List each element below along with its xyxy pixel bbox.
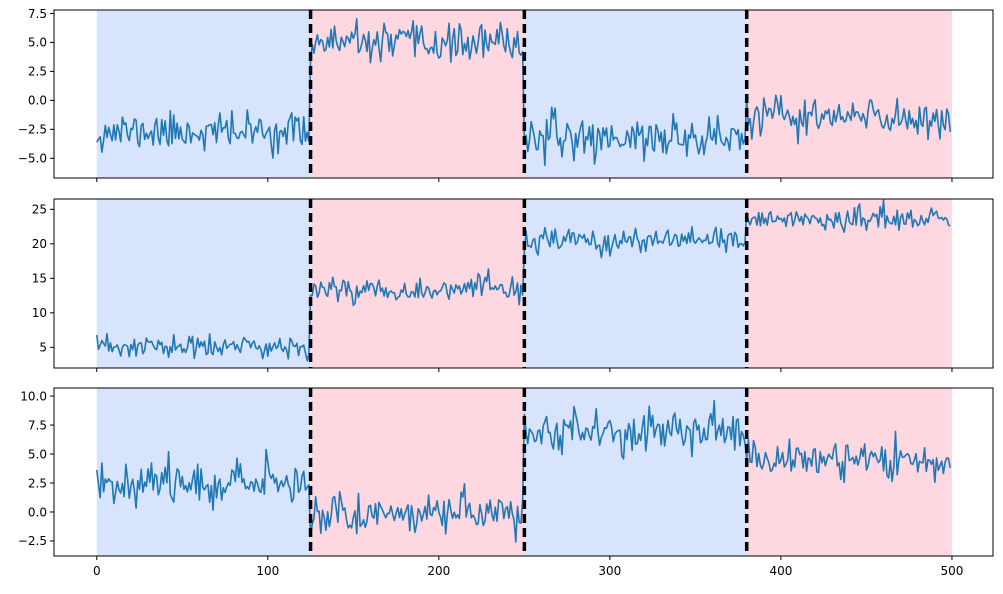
- subplot-1: −5.0 −2.5 0.0 2.5 5.0 7.5: [18, 7, 994, 182]
- series-line: [95, 399, 952, 543]
- regime-span-2: [310, 199, 525, 368]
- y-tick-label: 2.5: [28, 476, 47, 490]
- y-tick-label: 2.5: [28, 65, 47, 79]
- regime-span-4: [746, 199, 952, 368]
- y-tick-label: −2.5: [18, 123, 47, 137]
- x-tick-label: 500: [940, 564, 963, 578]
- y-tick-label: 10.0: [20, 389, 47, 403]
- regime-span-4: [746, 10, 952, 178]
- x-tick-label: 400: [769, 564, 792, 578]
- x-tick-label: 200: [427, 564, 450, 578]
- y-tick-label: 20: [32, 237, 47, 251]
- y-tick-label: 15: [32, 272, 47, 286]
- y-tick-label: 5: [39, 341, 47, 355]
- regime-span-3: [524, 10, 747, 178]
- subplot-2: 5 10 15 20 25: [32, 198, 994, 372]
- y-tick-label: 10: [32, 306, 47, 320]
- subplot-3: −2.5 0.0 2.5 5.0 7.5 10.0 0 100 200 300 400 500: [18, 387, 994, 578]
- y-tick-label: 7.5: [28, 418, 47, 432]
- regime-span-1: [96, 388, 311, 556]
- y-tick-label: 5.0: [28, 447, 47, 461]
- x-tick-label: 0: [93, 564, 101, 578]
- y-tick-label: 25: [32, 203, 47, 217]
- y-tick-label: −2.5: [18, 534, 47, 548]
- regime-span-1: [96, 199, 311, 368]
- y-tick-label: 0.0: [28, 94, 47, 108]
- axes-frame: [53, 9, 994, 179]
- regime-span-4: [746, 388, 952, 556]
- y-tick-label: 5.0: [28, 36, 47, 50]
- axes-frame: [53, 387, 994, 557]
- y-tick-label: 0.0: [28, 505, 47, 519]
- y-tick-label: −5.0: [18, 152, 47, 166]
- x-tick-label: 300: [598, 564, 621, 578]
- regime-span-2: [310, 388, 525, 556]
- regime-span-3: [524, 199, 747, 368]
- y-tick-label: 7.5: [28, 7, 47, 21]
- axes-frame: [53, 198, 994, 369]
- x-tick-label: 100: [256, 564, 279, 578]
